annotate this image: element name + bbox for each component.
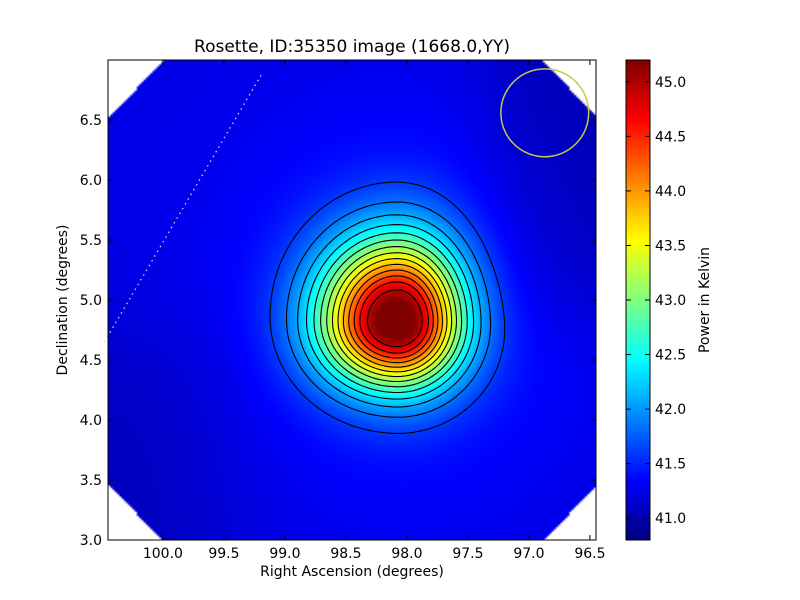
- y-tick-label: 3.0: [80, 533, 102, 549]
- contour-line: [297, 214, 482, 408]
- x-tick-label: 97.5: [452, 546, 483, 562]
- x-axis: 100.0 99.5 99.0 98.5 98.0 97.5 97.0 96.5: [143, 60, 605, 562]
- colorbar-tick-label: 45.0: [655, 75, 686, 91]
- colorbar-tick-label: 44.5: [655, 129, 686, 145]
- chart-title: Rosette, ID:35350 image (1668.0,YY): [194, 37, 510, 57]
- x-tick-label: 98.0: [391, 546, 422, 562]
- contour-line: [331, 252, 453, 378]
- x-tick-label: 96.5: [574, 546, 605, 562]
- contour-line: [348, 269, 439, 364]
- colorbar-tick-label: 42.5: [655, 348, 686, 364]
- x-tick-label: 99.0: [269, 546, 300, 562]
- colorbar-ticks: 41.0 41.5 42.0 42.5 43.0 43.5 44.0 44.5 45.0: [626, 75, 686, 527]
- contour-line: [342, 263, 443, 368]
- y-tick-label: 4.0: [80, 413, 102, 429]
- plot-area: [103, 59, 597, 541]
- contour-line: [305, 224, 475, 400]
- contour-line: [320, 239, 463, 388]
- y-tick-label: 4.5: [80, 353, 102, 369]
- contour-line: [359, 281, 430, 354]
- x-tick-label: 100.0: [143, 546, 183, 562]
- heatmap-image: [108, 60, 596, 540]
- y-axis: 3.0 3.5 4.0 4.5 5.0 5.5 6.0 6.5: [80, 113, 596, 549]
- colorbar-label: Power in Kelvin: [697, 247, 713, 353]
- x-tick-label: 99.5: [208, 546, 239, 562]
- colorbar-tick-label: 43.0: [655, 293, 686, 309]
- x-axis-label: Right Ascension (degrees): [260, 564, 444, 580]
- colorbar-tick-label: 44.0: [655, 184, 686, 200]
- contour-line: [313, 232, 468, 394]
- x-tick-label: 98.5: [330, 546, 361, 562]
- colorbar-tick-label: 43.5: [655, 238, 686, 254]
- contour-line: [337, 258, 448, 373]
- beam-circle: [500, 68, 590, 158]
- contour-lines: [269, 181, 506, 434]
- y-tick-label: 5.5: [80, 233, 102, 249]
- contour-line: [269, 181, 506, 434]
- x-tick-label: 97.0: [513, 546, 544, 562]
- contour-line: [285, 201, 492, 418]
- y-tick-label: 6.0: [80, 173, 102, 189]
- colorbar-tick-label: 41.5: [655, 457, 686, 473]
- colorbar-tick-label: 42.0: [655, 402, 686, 418]
- y-axis-label: Declination (degrees): [55, 225, 71, 376]
- y-tick-label: 5.0: [80, 293, 102, 309]
- contour-line: [353, 275, 434, 359]
- colorbar-tick-label: 41.0: [655, 511, 686, 527]
- contour-line: [326, 246, 458, 383]
- contour-line: [366, 289, 423, 348]
- y-tick-label: 3.5: [80, 473, 102, 489]
- colorbar: 41.0 41.5 42.0 42.5 43.0 43.5 44.0 44.5 45.0 Pow…: [625, 59, 713, 541]
- y-tick-label: 6.5: [80, 113, 102, 129]
